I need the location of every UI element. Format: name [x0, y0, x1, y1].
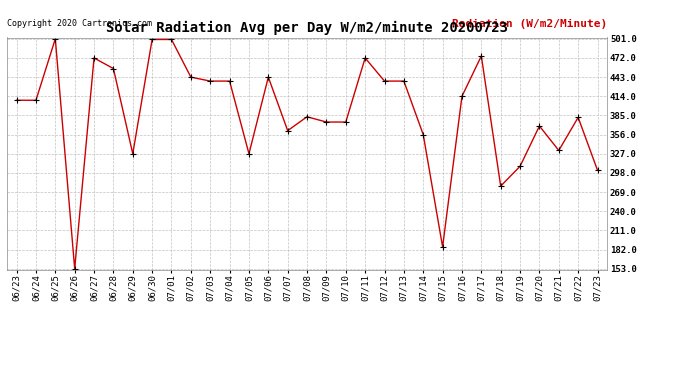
Text: Radiation (W/m2/Minute): Radiation (W/m2/Minute): [452, 19, 607, 29]
Title: Solar Radiation Avg per Day W/m2/minute 20200723: Solar Radiation Avg per Day W/m2/minute …: [106, 21, 508, 35]
Text: Copyright 2020 Cartronics.com: Copyright 2020 Cartronics.com: [7, 19, 152, 28]
